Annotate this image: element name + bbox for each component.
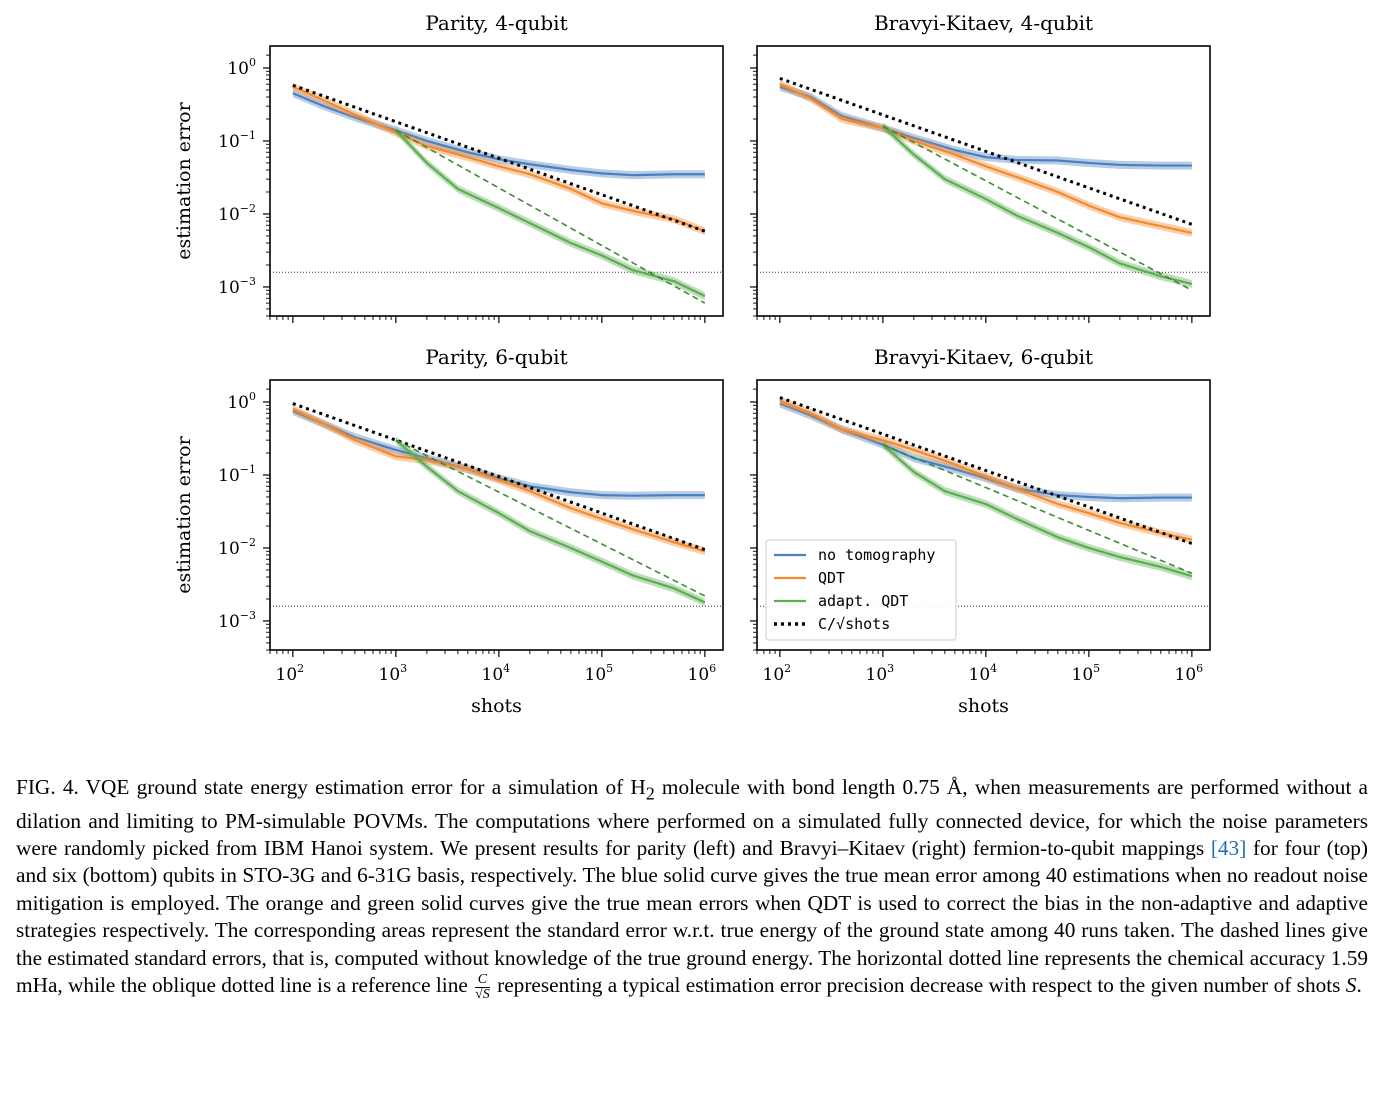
y-tick-label: 10−3 — [218, 275, 256, 298]
x-tick-label: 102 — [276, 662, 305, 685]
error-band-1 — [779, 399, 1192, 503]
plot-area — [270, 402, 723, 607]
x-tick-label: 105 — [585, 662, 614, 685]
x-tick-label: 106 — [1175, 662, 1204, 685]
x-tick-label: 106 — [688, 662, 717, 685]
axes-frame — [269, 45, 724, 317]
citation-link[interactable]: [43] — [1210, 836, 1247, 861]
y-axis-label: estimation error — [173, 435, 195, 593]
series-line-3 — [882, 125, 1193, 285]
panel-title: Bravyi-Kitaev, 4-qubit — [874, 11, 1093, 35]
x-tick-label: 104 — [969, 662, 998, 685]
error-band-1 — [292, 407, 705, 500]
shots-symbol: S — [1345, 973, 1357, 998]
panel-title: Parity, 6-qubit — [425, 345, 567, 369]
x-axis-label: shots — [958, 695, 1009, 717]
series-line-2 — [779, 83, 1193, 234]
series-line-5 — [882, 443, 1193, 575]
chart-panel-3: 100 10−1 10−2 10−3 102 103 104 105 106 Parity, 6-… — [173, 345, 724, 717]
axes-frame — [269, 379, 724, 651]
y-tick-label: 100 — [227, 390, 256, 413]
series-line-5 — [882, 125, 1193, 291]
y-tick-label: 10−1 — [218, 463, 256, 486]
legend-label: adapt. QDT — [818, 592, 908, 610]
caption-text-1: VQE ground state energy estimation error… — [85, 775, 646, 799]
fraction-numerator: C — [475, 972, 490, 988]
legend: no tomography QDT adapt. QDT C/√shots — [765, 539, 957, 641]
caption-text-3: for four (top) and six (bottom) qubits i… — [16, 836, 1368, 998]
error-band-1 — [292, 89, 705, 180]
y-tick-label: 10−2 — [218, 202, 256, 225]
x-tick-label: 105 — [1072, 662, 1101, 685]
series-line-4 — [779, 396, 1193, 545]
legend-label: C/√shots — [818, 615, 890, 633]
caption-text-5: . — [1356, 973, 1362, 998]
x-tick-label: 103 — [866, 662, 895, 685]
caption-label: FIG. 4. — [16, 775, 79, 799]
axes-frame — [756, 379, 1211, 651]
x-tick-label: 103 — [379, 662, 408, 685]
figure-caption: FIG. 4. VQE ground state energy estimati… — [16, 774, 1368, 1002]
caption-text-2: molecule with bond length 0.75 Å, when m… — [16, 775, 1369, 861]
legend-box — [765, 539, 957, 641]
chart-panel-4: 102 103 104 105 106 Bravyi-Kitaev, 6-qubit sho… — [750, 345, 1211, 717]
series-line-2 — [779, 399, 1193, 541]
plot-area — [270, 82, 723, 304]
series-line-1 — [779, 85, 1192, 167]
y-tick-label: 10−1 — [218, 129, 256, 152]
figure-4: 100 10−1 10−2 10−3 Parity, 4-qubit estimation… — [173, 11, 1211, 717]
plot-area — [757, 396, 1210, 607]
legend-label: QDT — [818, 569, 845, 587]
caption-h2-subscript: 2 — [645, 783, 655, 804]
panel-title: Bravyi-Kitaev, 6-qubit — [874, 345, 1093, 369]
series-line-1 — [292, 410, 705, 497]
series-line-4 — [292, 402, 706, 551]
x-axis-label: shots — [471, 695, 522, 717]
series-line-2 — [292, 85, 706, 233]
error-band-2 — [779, 80, 1192, 237]
x-tick-label: 102 — [763, 662, 792, 685]
fraction-denominator: √S — [475, 986, 490, 1002]
panel-title: Parity, 4-qubit — [425, 11, 567, 35]
caption-text-4: representing a typical estimation error … — [491, 973, 1346, 998]
series-line-5 — [395, 129, 706, 304]
series-line-4 — [779, 76, 1193, 226]
series-line-1 — [779, 402, 1192, 500]
y-tick-label: 10−2 — [218, 536, 256, 559]
error-band-2 — [292, 82, 705, 236]
x-tick-label: 104 — [482, 662, 511, 685]
y-axis-label: estimation error — [173, 101, 195, 259]
series-line-3 — [882, 443, 1193, 578]
y-tick-label: 100 — [227, 56, 256, 79]
series-line-2 — [292, 408, 706, 553]
series-line-5 — [395, 439, 706, 597]
legend-label: no tomography — [818, 546, 935, 564]
chart-panel-2: Bravyi-Kitaev, 4-qubit — [750, 11, 1211, 323]
axes-frame — [756, 45, 1211, 317]
y-tick-label: 10−3 — [218, 609, 256, 632]
plot-area — [757, 76, 1210, 291]
series-line-4 — [292, 83, 706, 233]
caption-fraction: C √S — [475, 972, 490, 1002]
error-band-3 — [395, 126, 705, 301]
series-line-3 — [395, 439, 706, 604]
chart-panel-1: 100 10−1 10−2 10−3 Parity, 4-qubit estimation… — [173, 11, 724, 323]
series-line-3 — [395, 129, 706, 298]
